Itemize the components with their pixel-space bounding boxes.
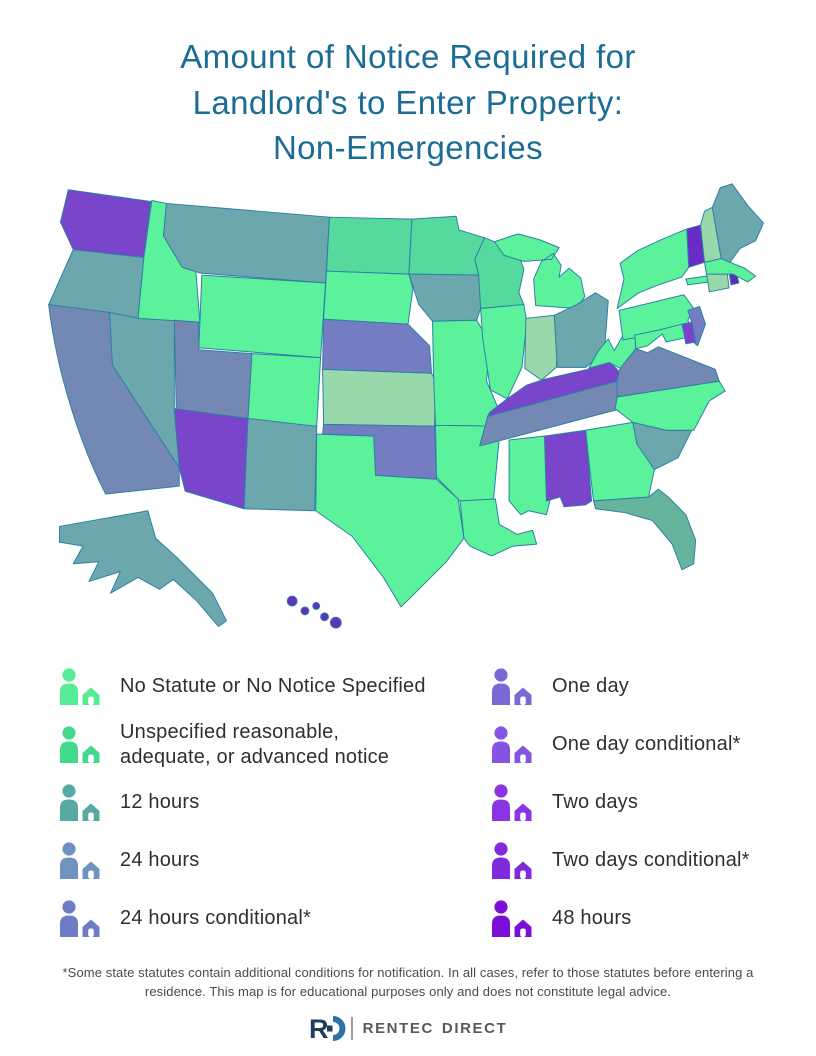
person-house-icon: [492, 784, 532, 822]
state-ND: [326, 216, 413, 275]
state-LA: [459, 498, 538, 556]
legend-label: 24 hours: [120, 849, 200, 872]
legend-label: Two days conditional*: [552, 849, 750, 872]
person-house-icon: [60, 668, 100, 706]
legend-left-column: No Statute or No Notice Specified Unspeci…: [58, 658, 490, 948]
state-CO: [247, 352, 322, 427]
map-legend: No Statute or No Notice Specified Unspeci…: [58, 658, 758, 948]
state-CT: [705, 271, 730, 292]
legend-right-column: One day One day conditional* Two days Two d…: [490, 658, 758, 948]
person-house-icon: [60, 900, 100, 938]
svg-text:R: R: [309, 1015, 329, 1042]
state-MI: [493, 232, 586, 309]
state-FL: [593, 488, 697, 570]
state-MD: [634, 323, 686, 349]
legend-label: 12 hours: [120, 791, 200, 814]
title-line-2: Landlord's to Enter Property:: [192, 83, 624, 121]
person-house-icon: [492, 842, 532, 880]
state-AZ: [173, 407, 249, 509]
state-OH: [553, 291, 609, 368]
legend-label: 48 hours: [552, 907, 632, 930]
state-IL: [480, 303, 528, 399]
person-house-icon: [60, 726, 100, 764]
title-line-1: Amount of Notice Required for: [180, 38, 636, 75]
legend-item-right-1: One day conditional*: [490, 726, 758, 764]
state-TX: [315, 433, 465, 608]
person-house-icon: [492, 900, 532, 938]
legend-label: Two days: [552, 791, 639, 814]
state-WA: [59, 188, 152, 258]
state-ME: [711, 182, 764, 263]
legend-label: One day conditional*: [552, 733, 741, 756]
state-KS: [322, 368, 436, 427]
legend-item-right-2: Two days: [490, 784, 758, 822]
legend-label: Unspecified reasonable, adequate, or adva…: [120, 721, 390, 768]
state-IN: [524, 314, 560, 381]
person-house-icon: [60, 842, 100, 880]
legend-item-right-0: One day: [490, 668, 758, 706]
legend-item-left-0: No Statute or No Notice Specified: [58, 668, 490, 706]
person-house-icon: [60, 784, 100, 822]
legend-label: No Statute or No Notice Specified: [120, 675, 426, 698]
state-NE: [322, 318, 433, 374]
state-HI: [286, 595, 342, 629]
legend-item-left-2: 12 hours: [58, 784, 490, 822]
title-line-3: Non-Emergencies: [272, 129, 544, 167]
person-house-icon: [492, 726, 532, 764]
state-AL: [543, 429, 593, 507]
us-map-svg: [48, 182, 764, 629]
brand-word-rentec: RENTEC: [362, 1020, 434, 1038]
legend-item-left-4: 24 hours conditional*: [58, 900, 490, 938]
legend-item-right-3: Two days conditional*: [490, 842, 758, 880]
page-title: Amount of Notice Required for Landlord's…: [0, 34, 816, 171]
state-AK: [58, 509, 227, 627]
footnote: *Some state statutes contain additional …: [62, 964, 754, 999]
state-VA: [616, 345, 720, 397]
brand-word-direct: DIRECT: [441, 1020, 508, 1038]
legend-item-right-4: 48 hours: [490, 900, 758, 938]
state-CA: [48, 303, 180, 495]
state-SD: [323, 270, 414, 325]
state-MS: [508, 435, 551, 515]
rentec-direct-logo-icon: R: [309, 1015, 355, 1042]
legend-label: 24 hours conditional*: [120, 907, 311, 930]
state-IA: [408, 273, 486, 322]
brand-logo: R RENTEC DIRECT: [0, 1015, 816, 1042]
legend-item-left-1: Unspecified reasonable, adequate, or adva…: [58, 720, 490, 769]
state-WY: [198, 274, 327, 358]
state-MN: [408, 215, 486, 276]
state-NM: [243, 417, 318, 511]
person-house-icon: [492, 668, 532, 706]
legend-label: One day: [552, 675, 630, 698]
legend-item-left-3: 24 hours: [58, 842, 490, 880]
us-choropleth-map: [30, 173, 786, 654]
